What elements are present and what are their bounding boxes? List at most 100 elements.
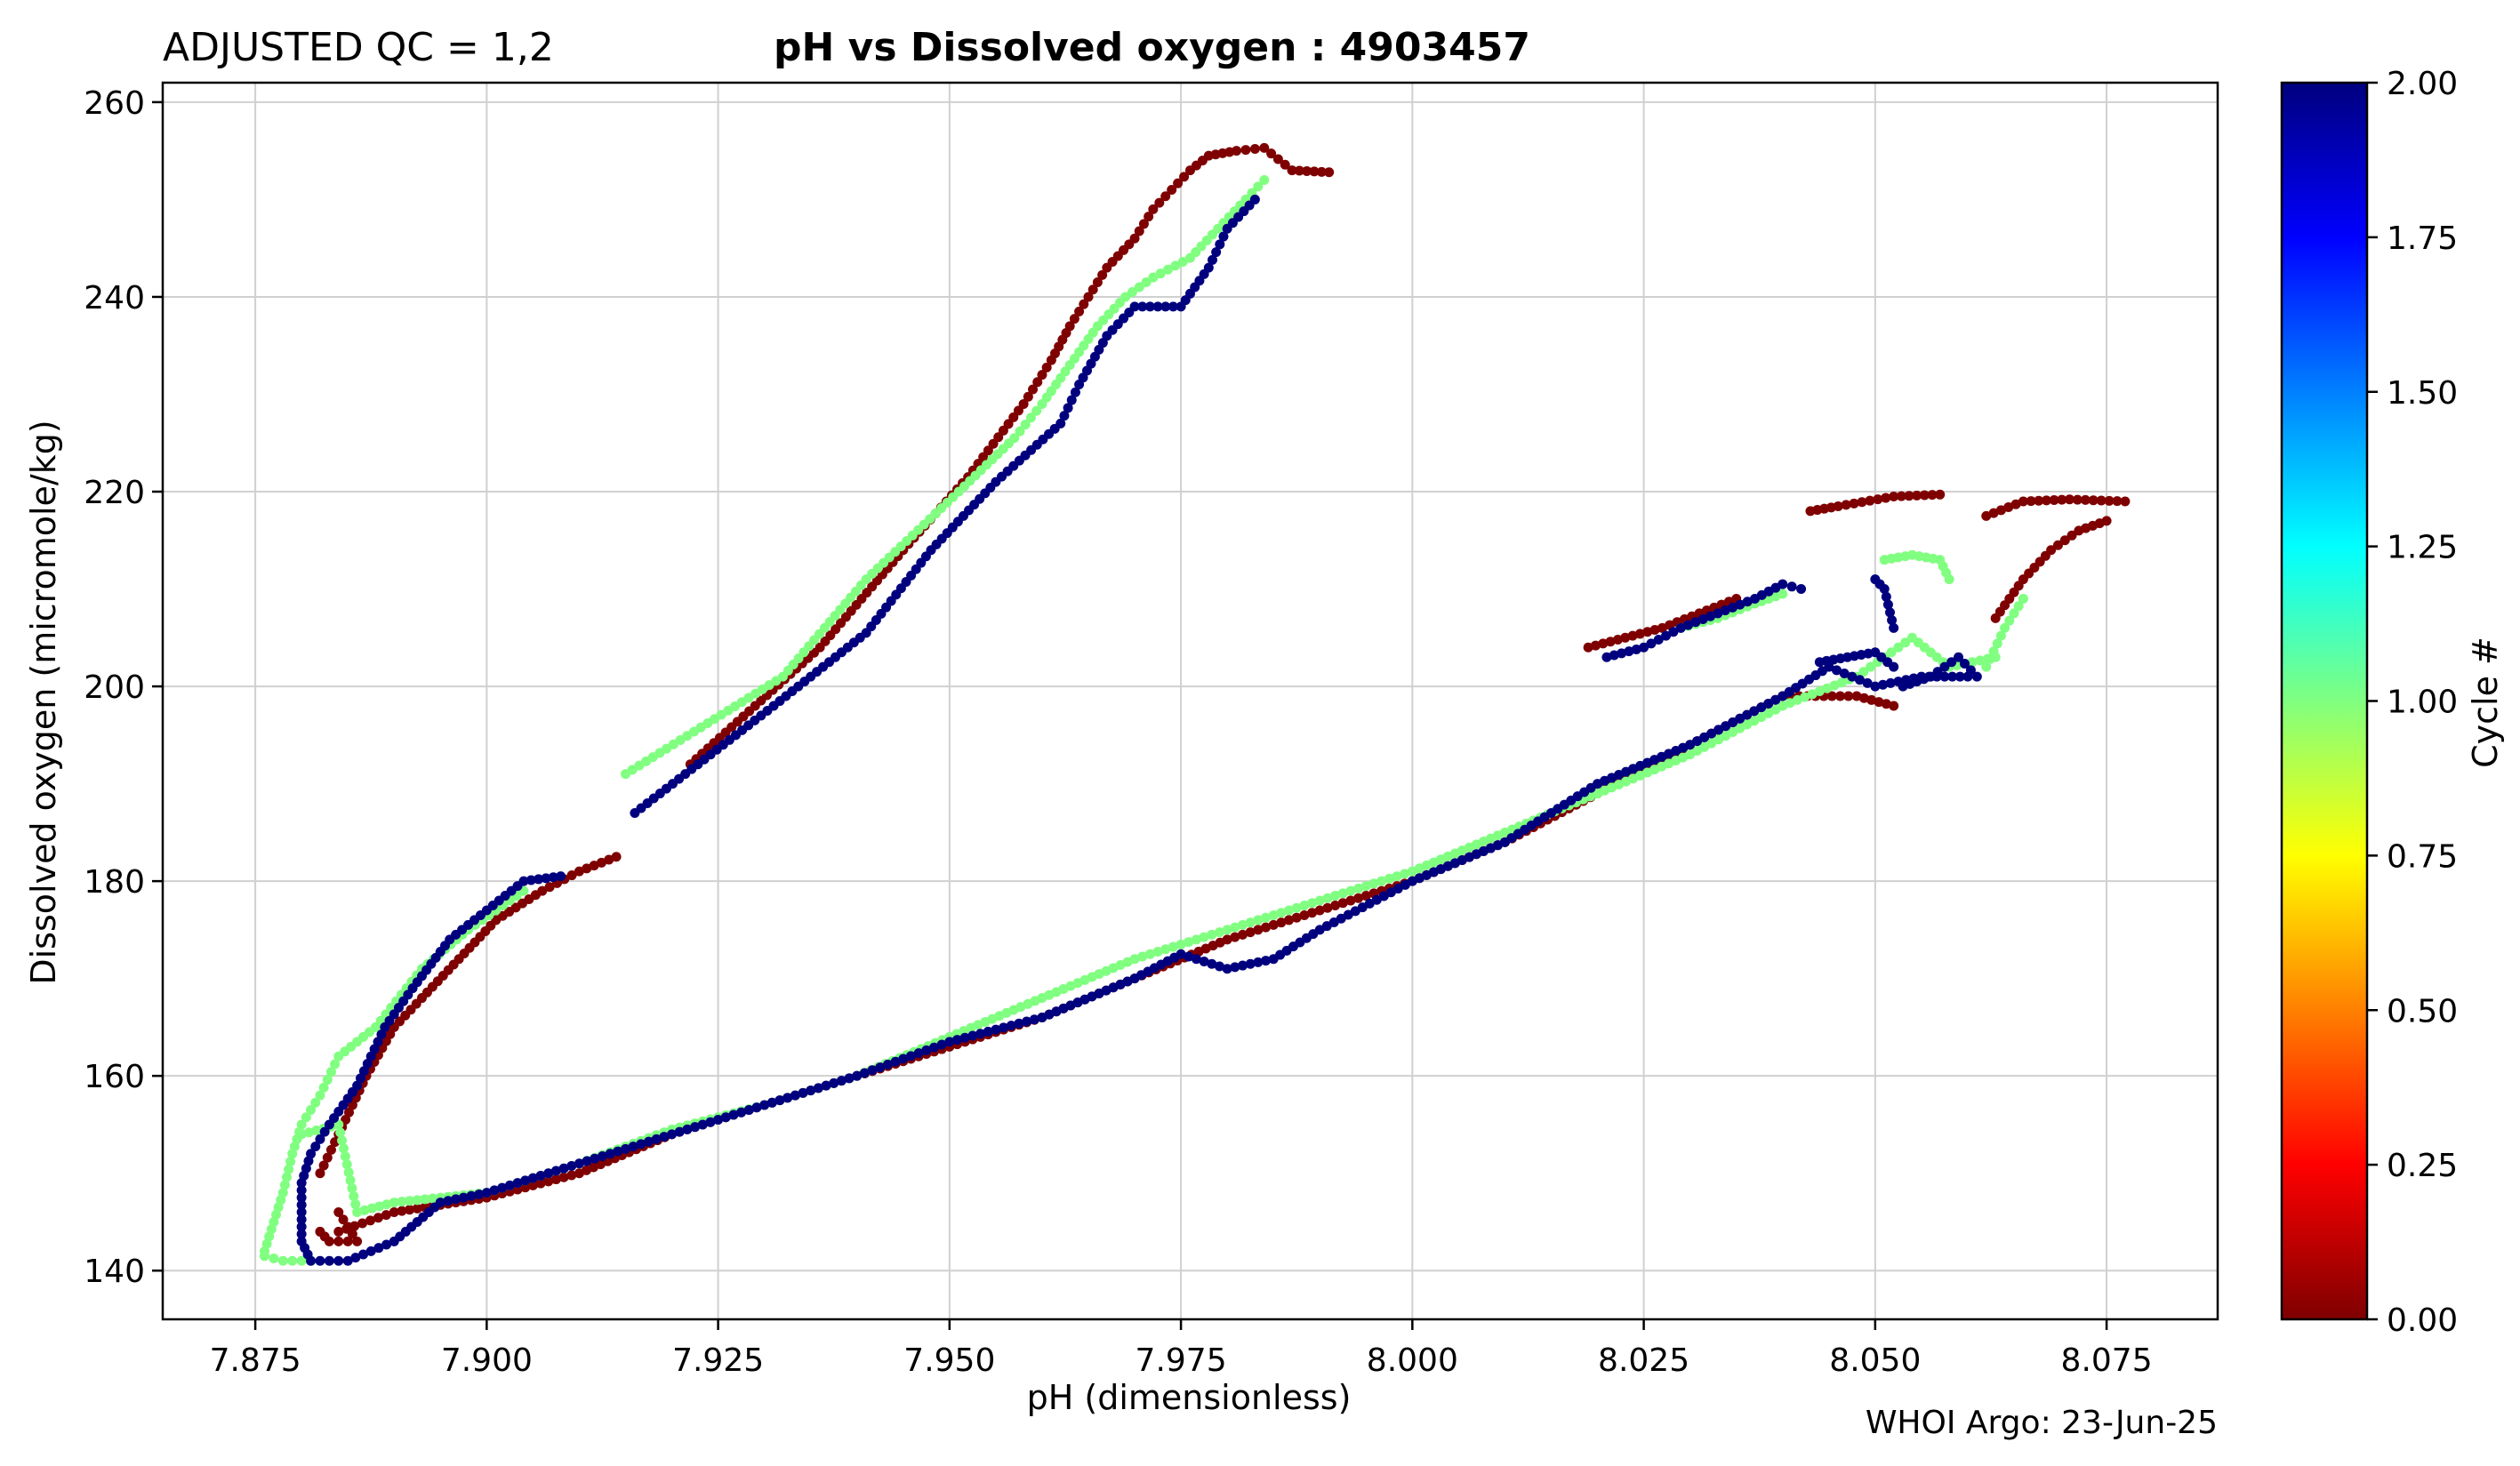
y-tick-label: 140 — [84, 1254, 145, 1290]
data-point — [550, 1174, 561, 1185]
data-point — [1137, 951, 1148, 962]
data-point — [1284, 915, 1295, 925]
data-point — [1800, 692, 1810, 702]
data-point — [373, 1213, 383, 1223]
data-point — [1865, 495, 1875, 506]
data-point — [1184, 937, 1194, 948]
data-point — [1041, 362, 1052, 373]
data-point — [1866, 694, 1877, 705]
data-point — [1302, 165, 1312, 176]
data-point — [389, 1207, 399, 1218]
data-point — [1668, 627, 1679, 637]
x-tick-label: 7.975 — [1136, 1342, 1227, 1379]
data-point — [1919, 490, 1930, 501]
data-point — [1889, 491, 1899, 501]
data-point — [988, 438, 999, 449]
data-point — [2104, 495, 2115, 506]
data-point — [2088, 495, 2099, 506]
data-point — [936, 1039, 947, 1050]
data-point — [1612, 634, 1623, 645]
data-point — [352, 1207, 363, 1218]
data-point — [541, 873, 551, 884]
data-point — [1697, 613, 1708, 624]
data-point — [1127, 286, 1137, 297]
data-point — [2057, 494, 2067, 505]
data-point — [1870, 681, 1881, 692]
data-point — [1322, 893, 1333, 903]
data-point — [1778, 589, 1788, 599]
data-point — [959, 1032, 970, 1043]
data-point — [324, 1236, 334, 1246]
data-point — [582, 863, 592, 874]
data-point — [526, 875, 536, 885]
data-point — [358, 1249, 369, 1260]
data-point — [1904, 491, 1914, 501]
data-point — [1291, 902, 1302, 913]
data-point — [1900, 637, 1911, 648]
data-point — [1214, 927, 1224, 938]
data-point — [1160, 191, 1171, 202]
data-point — [1353, 893, 1364, 903]
data-point — [366, 1203, 377, 1214]
data-point — [1168, 941, 1178, 952]
data-point — [1653, 634, 1664, 645]
data-point — [1177, 257, 1188, 268]
data-point — [1742, 597, 1753, 607]
data-point — [1191, 934, 1201, 945]
data-point — [2046, 545, 2057, 556]
data-point — [296, 1222, 307, 1232]
data-point — [1893, 642, 1904, 653]
data-point — [318, 1082, 329, 1093]
data-point — [311, 1126, 322, 1136]
data-point — [550, 1166, 561, 1176]
y-tick-label: 220 — [84, 475, 145, 511]
data-point — [867, 1065, 878, 1076]
data-point — [1995, 630, 2006, 641]
data-point — [2034, 495, 2044, 506]
x-axis-label: pH (dimensionless) — [1027, 1378, 1352, 1417]
data-point — [458, 1192, 469, 1203]
data-point — [1307, 898, 1318, 909]
colorbar-tick-label: 0.75 — [2387, 838, 2458, 875]
data-point — [333, 1255, 344, 1266]
data-point — [1253, 925, 1264, 935]
data-point — [806, 1085, 816, 1096]
data-point — [1353, 883, 1364, 893]
data-point — [1268, 919, 1279, 930]
data-point — [1322, 902, 1333, 913]
data-point — [1023, 391, 1033, 402]
data-point — [1253, 915, 1264, 925]
data-point — [1134, 282, 1144, 292]
data-point — [1245, 927, 1256, 938]
data-point — [260, 1251, 270, 1262]
data-point — [303, 1127, 314, 1138]
data-point — [2009, 608, 2019, 619]
data-point — [1022, 1016, 1032, 1027]
data-point — [350, 1253, 361, 1263]
data-point — [1324, 167, 1335, 178]
data-point — [365, 1215, 375, 1226]
data-point — [1006, 1021, 1016, 1031]
data-point — [349, 1191, 359, 1202]
data-point — [296, 1119, 307, 1130]
data-point — [1120, 292, 1131, 302]
data-point — [1160, 301, 1171, 312]
data-point — [342, 1236, 353, 1246]
data-point — [1025, 413, 1036, 423]
data-point — [420, 1194, 430, 1205]
colorbar-tick-label: 2.00 — [2387, 66, 2458, 102]
data-point — [1316, 166, 1327, 177]
data-point — [343, 1107, 354, 1118]
data-point — [1939, 661, 1950, 672]
data-point — [333, 1236, 344, 1246]
data-point — [1129, 954, 1140, 965]
data-point — [543, 1168, 554, 1179]
data-point — [2096, 495, 2107, 506]
data-point — [548, 872, 558, 883]
data-point — [1939, 671, 1950, 682]
data-point — [373, 1243, 384, 1254]
data-point — [1337, 888, 1348, 899]
data-point — [1947, 671, 1958, 682]
data-point — [359, 1205, 370, 1215]
